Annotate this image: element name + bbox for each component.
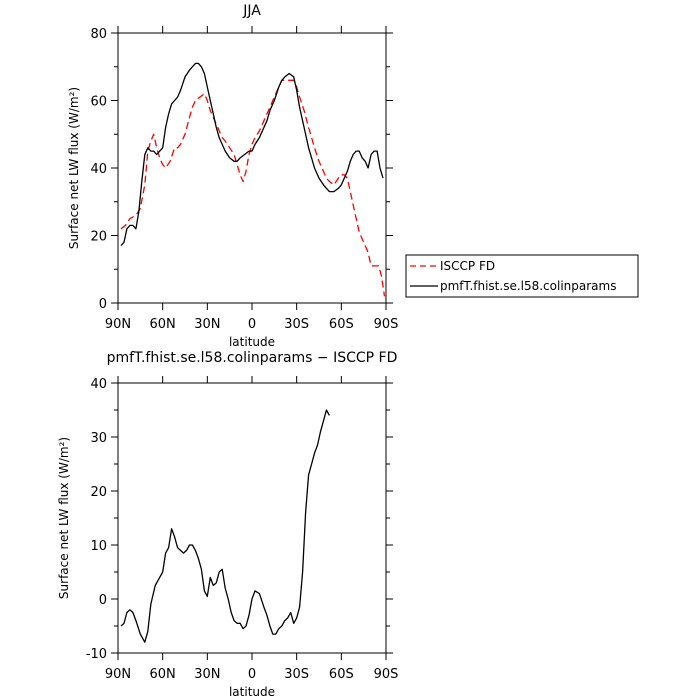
y-tick-label: 80: [90, 27, 107, 42]
y-tick-label: 0: [99, 593, 107, 608]
top-series-layer: [120, 62, 386, 297]
bottom-panel-title: pmfT.fhist.se.l58.colinparams − ISCCP FD: [107, 350, 398, 366]
top-panel-title: JJA: [242, 3, 261, 19]
x-tick-label: 30S: [284, 317, 309, 332]
y-tick-label: 40: [90, 377, 107, 392]
x-tick-label: 90N: [105, 667, 131, 682]
y-tick-label: 20: [90, 230, 107, 245]
bottom-y-axis-label: Surface net LW flux (W/m²): [57, 437, 71, 599]
y-tick-label: 0: [99, 297, 107, 312]
x-tick-label: 30N: [194, 667, 220, 682]
top-plot-frame: [117, 32, 387, 304]
y-tick-label: 40: [90, 162, 107, 177]
series-line-pmft-fhist-se-l58-colinparams: [120, 62, 384, 247]
top-panel: JJA 0 20 40 60 80 90N 60N 30N 0 30S 60S 90S latitu…: [67, 3, 639, 349]
top-x-axis-label: latitude: [229, 335, 275, 349]
x-tick-label: 60N: [150, 667, 176, 682]
bottom-panel: pmfT.fhist.se.l58.colinparams − ISCCP FD…: [57, 350, 398, 699]
legend-label-model: pmfT.fhist.se.l58.colinparams: [440, 279, 616, 293]
x-tick-label: 60S: [329, 317, 354, 332]
bottom-x-axis: 90N 60N 30N 0 30S 60S 90S: [105, 376, 399, 682]
x-tick-label: 60S: [329, 667, 354, 682]
legend: ISCCP FD pmfT.fhist.se.l58.colinparams: [405, 254, 639, 298]
top-y-axis-label: Surface net LW flux (W/m²): [67, 87, 81, 249]
y-tick-label: 10: [90, 539, 107, 554]
legend-label-isccp: ISCCP FD: [440, 259, 495, 273]
x-tick-label: 90S: [374, 667, 399, 682]
series-line-isccp-fd: [120, 79, 386, 297]
top-x-axis: 90N 60N 30N 0 30S 60S 90S: [105, 26, 399, 332]
x-tick-label: 30S: [284, 667, 309, 682]
series-line-panel1-0: [120, 409, 330, 643]
y-tick-label: -10: [86, 647, 107, 662]
x-tick-label: 0: [248, 317, 256, 332]
x-tick-label: 60N: [150, 317, 176, 332]
y-tick-label: 60: [90, 95, 107, 110]
y-tick-label: 20: [90, 485, 107, 500]
bottom-series-layer: [120, 409, 330, 643]
x-tick-label: 90S: [374, 317, 399, 332]
x-tick-label: 0: [248, 667, 256, 682]
legend-box: [405, 254, 639, 298]
bottom-plot-frame: [117, 382, 387, 654]
x-tick-label: 90N: [105, 317, 131, 332]
top-y-axis: 0 20 40 60 80: [90, 27, 393, 312]
y-tick-label: 30: [90, 431, 107, 446]
bottom-y-axis: -10 0 10 20 30 40: [86, 377, 393, 662]
x-tick-label: 30N: [194, 317, 220, 332]
bottom-x-axis-label: latitude: [229, 685, 275, 699]
